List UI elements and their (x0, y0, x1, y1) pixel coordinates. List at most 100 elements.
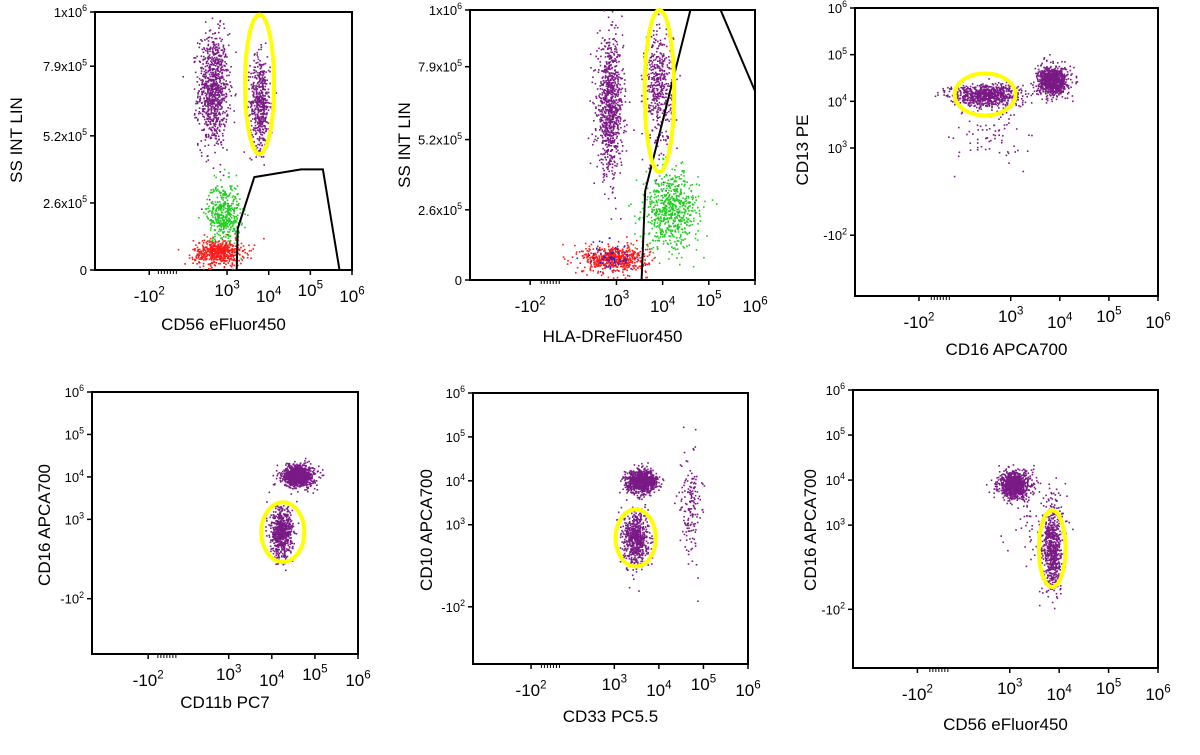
data-point (256, 95, 259, 98)
data-point (221, 247, 223, 250)
data-point (604, 99, 607, 102)
data-point (217, 135, 220, 137)
data-point (206, 93, 208, 96)
data-point (611, 157, 613, 160)
data-point (261, 82, 263, 85)
data-point (259, 105, 261, 108)
data-point (653, 97, 655, 99)
data-point (607, 197, 610, 200)
data-point (217, 214, 219, 217)
data-point (654, 239, 657, 242)
data-point (203, 234, 206, 236)
data-point (193, 57, 195, 59)
data-point (654, 41, 656, 44)
data-point (210, 222, 212, 225)
data-point (197, 93, 199, 95)
data-point (593, 140, 595, 143)
data-point (204, 73, 206, 76)
data-point (610, 102, 613, 105)
data-point (234, 221, 237, 224)
data-point (220, 222, 222, 225)
data-point (220, 143, 223, 146)
population-1 (182, 17, 237, 210)
data-point (658, 213, 661, 215)
data-point (654, 213, 657, 215)
data-point (675, 197, 678, 199)
data-point (223, 117, 226, 120)
data-point (253, 88, 256, 91)
data-point (614, 81, 616, 83)
data-point (629, 264, 631, 266)
data-point (633, 250, 636, 253)
data-point (674, 185, 676, 188)
data-point (203, 86, 205, 89)
data-point (676, 188, 679, 190)
data-point (659, 108, 662, 110)
data-point (607, 75, 610, 78)
data-point (209, 84, 212, 87)
data-point (613, 111, 616, 113)
data-point (657, 88, 659, 90)
data-point (232, 200, 234, 203)
data-point (693, 201, 696, 204)
data-point (608, 75, 611, 77)
data-point (604, 253, 607, 256)
data-point (213, 264, 216, 266)
data-point (660, 103, 662, 106)
data-point (207, 91, 209, 93)
data-point (247, 214, 249, 217)
data-point (217, 118, 219, 121)
data-point (603, 258, 606, 261)
data-point (602, 263, 604, 265)
data-point (677, 199, 679, 201)
data-point (619, 98, 621, 100)
data-point (610, 129, 613, 132)
data-point (256, 113, 259, 115)
data-point (703, 206, 705, 208)
data-point (232, 222, 234, 224)
data-point (586, 274, 588, 276)
data-point (626, 124, 628, 126)
data-point (670, 207, 673, 209)
data-point (685, 195, 688, 198)
data-point (212, 212, 214, 214)
data-point (230, 220, 233, 223)
data-point (624, 101, 627, 103)
data-point (606, 146, 608, 148)
data-point (656, 111, 658, 114)
data-point (257, 99, 259, 102)
data-point (232, 254, 235, 257)
data-point (589, 53, 592, 56)
data-point (213, 79, 215, 82)
data-point (592, 101, 594, 104)
data-point (253, 71, 256, 74)
data-point (250, 83, 253, 86)
data-point (615, 119, 618, 122)
data-point (655, 195, 657, 198)
data-point (200, 255, 203, 257)
data-point (661, 58, 663, 61)
data-point (606, 104, 608, 106)
data-point (631, 262, 634, 264)
data-point (219, 207, 222, 210)
data-point (254, 99, 256, 102)
data-point (224, 85, 227, 87)
data-point (654, 95, 657, 97)
data-point (250, 105, 253, 107)
data-point (597, 272, 599, 274)
data-point (217, 54, 220, 57)
data-point (240, 262, 242, 265)
data-point (665, 33, 668, 36)
data-point (269, 70, 271, 73)
data-point (211, 87, 214, 90)
data-point (222, 53, 225, 55)
data-point (584, 266, 586, 269)
data-point (195, 100, 198, 103)
data-point (258, 118, 260, 120)
data-point (261, 112, 264, 115)
data-point (654, 81, 657, 84)
data-point (258, 144, 261, 146)
data-point (646, 255, 649, 258)
data-point (654, 218, 657, 221)
data-point (196, 42, 199, 44)
